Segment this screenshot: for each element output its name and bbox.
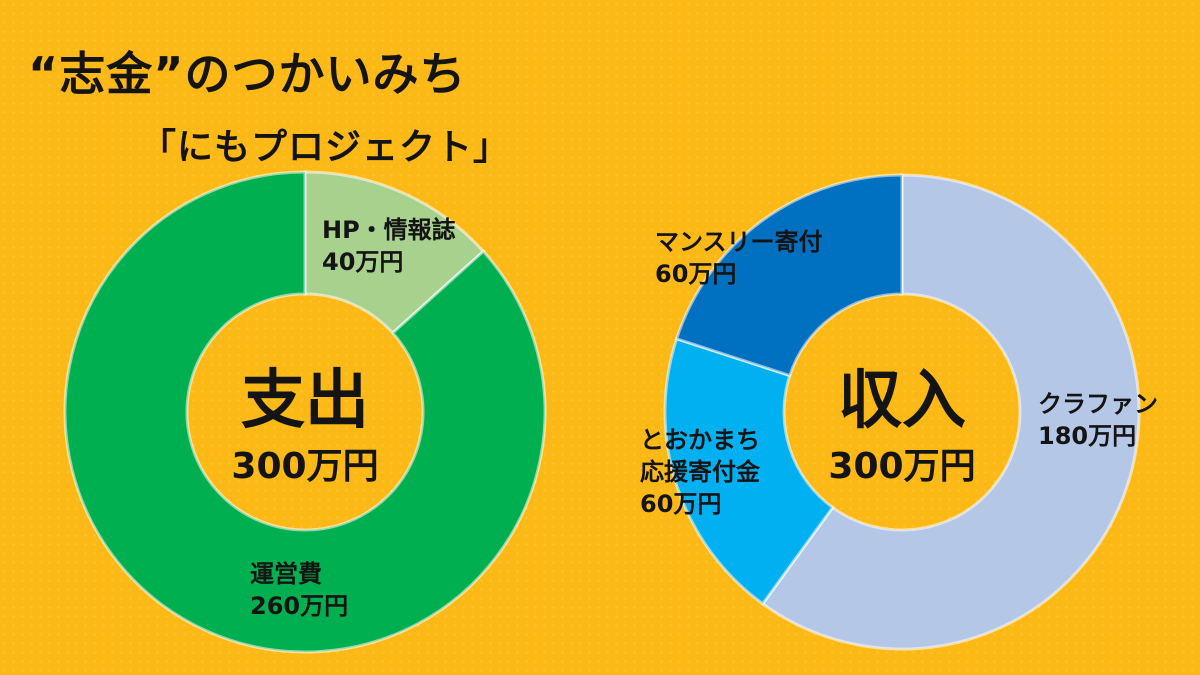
income-center-total: 300万円 bbox=[828, 446, 975, 487]
income-slice-2 bbox=[674, 173, 904, 378]
page-title: “志金”のつかいみち bbox=[28, 47, 467, 101]
expense-slice-0 bbox=[303, 170, 486, 336]
expense-slice-1 bbox=[63, 170, 547, 654]
income-slice-label-1: とおかまち応援寄付金 60万円 bbox=[640, 426, 761, 518]
page-subtitle: 「にもプロジェクト」 bbox=[140, 127, 511, 168]
income-slice-1 bbox=[663, 336, 835, 606]
income-slice-label-0: クラファン 180万円 bbox=[1038, 390, 1158, 450]
income-slice-label-2: マンスリー寄付 60万円 bbox=[655, 228, 823, 288]
expense-center-total: 300万円 bbox=[231, 446, 378, 487]
expense-slice-label-0: HP・情報誌 40万円 bbox=[322, 216, 456, 276]
expense-center-title: 支出 bbox=[241, 364, 369, 438]
income-slice-0 bbox=[760, 173, 1141, 651]
expense-slice-label-1: 運営費 260万円 bbox=[250, 560, 348, 620]
income-center-title: 収入 bbox=[838, 364, 966, 438]
